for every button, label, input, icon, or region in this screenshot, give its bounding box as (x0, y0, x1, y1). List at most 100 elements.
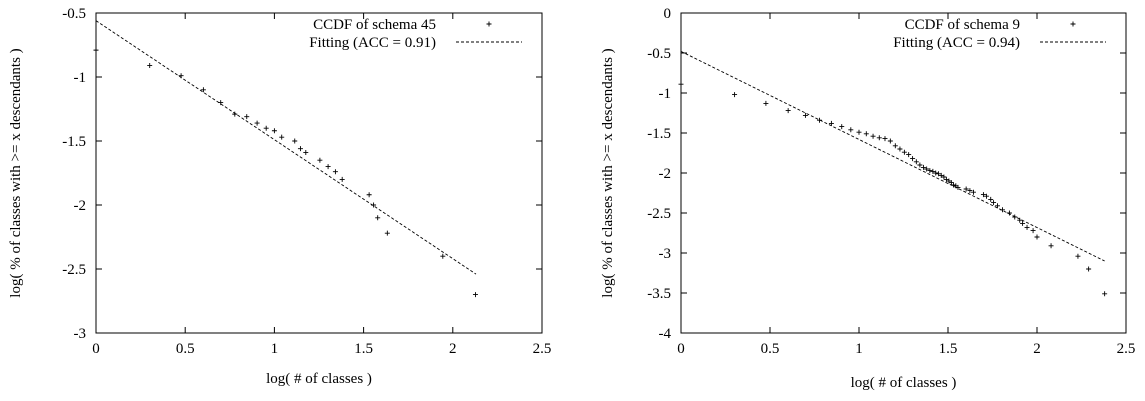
data-point (785, 108, 791, 114)
plot-frame (680, 12, 1127, 334)
data-point (263, 125, 269, 131)
y-tick-label: 0 (664, 6, 672, 22)
data-point (906, 152, 912, 158)
data-point (828, 120, 834, 126)
data-point (93, 47, 99, 53)
data-point (863, 131, 869, 137)
y-tick-label: -2.5 (62, 262, 86, 278)
data-point (325, 164, 331, 170)
data-point (983, 193, 989, 199)
x-tick-label: 2.5 (1117, 341, 1136, 357)
data-point (892, 143, 898, 149)
data-point (440, 253, 446, 259)
x-tick-label: 2 (1033, 341, 1041, 357)
x-tick-label: 2.5 (533, 341, 552, 357)
legend-entry-label: Fitting (ACC = 0.94) (893, 35, 1020, 51)
y-tick-label: -3 (659, 246, 672, 262)
data-point (732, 92, 738, 98)
data-point (927, 168, 933, 174)
data-point (994, 203, 1000, 209)
y-tick-label: -3.5 (647, 286, 671, 302)
data-point (876, 135, 882, 141)
data-point (930, 168, 936, 174)
fit-line (96, 20, 477, 275)
y-tick-label: -2.5 (647, 206, 671, 222)
data-point (897, 146, 903, 152)
data-point (816, 117, 822, 123)
data-point (924, 166, 930, 172)
data-point (271, 128, 277, 134)
data-point (303, 150, 309, 156)
data-point (366, 192, 372, 198)
legend-marker-sample (486, 21, 492, 27)
data-point (1030, 228, 1036, 234)
data-point (970, 189, 976, 195)
data-point (1048, 243, 1054, 249)
data-point (384, 230, 390, 236)
data-point (933, 170, 939, 176)
data-point (232, 111, 238, 117)
x-tick-label: 1 (855, 341, 863, 357)
data-point (317, 157, 323, 163)
data-point (763, 100, 769, 106)
x-tick-label: 1 (271, 341, 279, 357)
y-tick-label: -1.5 (647, 126, 671, 142)
x-axis-label: log( # of classes ) (266, 371, 372, 387)
data-point (1020, 220, 1026, 226)
y-tick-label: -1 (74, 70, 87, 86)
data-point (332, 169, 338, 175)
fit-line (681, 50, 1105, 262)
data-point (967, 188, 973, 194)
legend-entry-label: CCDF of schema 9 (905, 17, 1020, 33)
x-tick-label: 1.5 (939, 341, 958, 357)
data-point (1006, 210, 1012, 216)
x-tick-label: 0 (677, 341, 685, 357)
x-tick-label: 0.5 (176, 341, 195, 357)
data-point (678, 81, 684, 87)
data-point (917, 162, 923, 168)
y-tick-label: -0.5 (647, 46, 671, 62)
y-axis-label: log( % of classes with >= x descendants … (8, 48, 24, 297)
y-tick-label: -2 (74, 198, 87, 214)
legend-entry-label: CCDF of schema 45 (313, 17, 436, 33)
data-point (910, 156, 916, 162)
y-tick-label: -2 (659, 166, 672, 182)
data-point (941, 174, 947, 180)
x-tick-label: 0 (92, 341, 100, 357)
plot-frame (95, 12, 543, 334)
data-point (292, 138, 298, 144)
y-axis-label: log( % of classes with >= x descendants … (600, 48, 616, 297)
y-tick-label: -4 (659, 326, 672, 342)
data-point (848, 127, 854, 133)
data-point (839, 124, 845, 130)
x-tick-label: 2 (449, 341, 457, 357)
chart-schema-9: 0 0.5 1 1.5 2 2.5 -4 -3.5 -3 -2.5 -2 -1.5 -1 -0.5 0 log… (600, 6, 1135, 391)
data-point (339, 176, 345, 182)
data-point (1086, 266, 1092, 272)
data-point (279, 134, 285, 140)
data-point (920, 164, 926, 170)
data-point (254, 120, 260, 126)
data-point (938, 172, 944, 178)
data-point (870, 133, 876, 139)
y-tick-label: -1.5 (62, 134, 86, 150)
data-point (980, 192, 986, 198)
data-point (913, 159, 919, 165)
data-point (963, 186, 969, 192)
x-tick-label: 0.5 (761, 341, 780, 357)
data-point (472, 292, 478, 298)
data-point (244, 114, 250, 120)
data-point (936, 171, 942, 177)
data-point (200, 87, 206, 93)
data-point (882, 136, 888, 142)
data-point (948, 180, 954, 186)
data-point (856, 129, 862, 135)
data-point (1024, 224, 1030, 230)
data-point (297, 146, 303, 152)
data-point (375, 215, 381, 221)
y-tick-label: -3 (74, 326, 87, 342)
data-point (1102, 291, 1108, 297)
data-point (901, 149, 907, 155)
data-point (887, 138, 893, 144)
